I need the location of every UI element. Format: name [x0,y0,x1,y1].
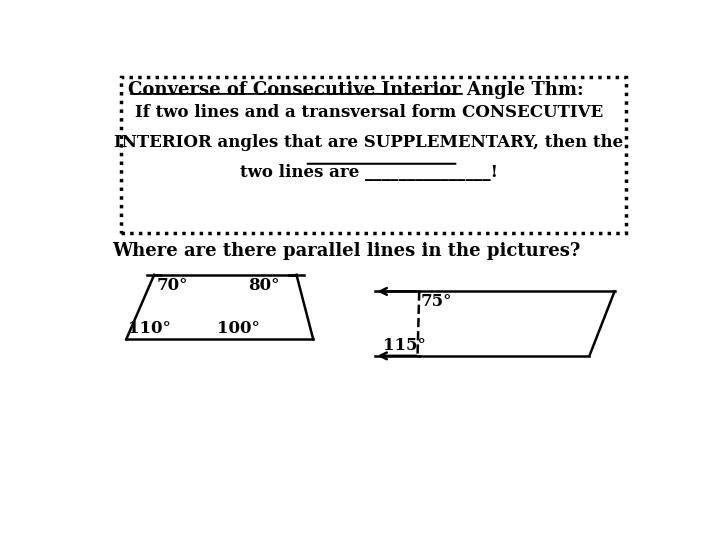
Text: If two lines and a transversal form CONSECUTIVE: If two lines and a transversal form CONS… [135,104,603,122]
Text: 75°: 75° [421,294,452,310]
Text: 70°: 70° [157,277,189,294]
Text: 100°: 100° [217,320,260,337]
Text: 80°: 80° [248,277,280,294]
Text: Converse of Consecutive Interior Angle Thm:: Converse of Consecutive Interior Angle T… [128,82,584,99]
Text: Where are there parallel lines in the pictures?: Where are there parallel lines in the pi… [112,241,580,260]
Text: 110°: 110° [128,320,171,337]
Text: INTERIOR angles that are SUPPLEMENTARY, then the: INTERIOR angles that are SUPPLEMENTARY, … [114,134,624,151]
Text: two lines are _______________!: two lines are _______________! [240,164,498,181]
FancyBboxPatch shape [121,77,626,233]
Text: 115°: 115° [383,337,426,354]
